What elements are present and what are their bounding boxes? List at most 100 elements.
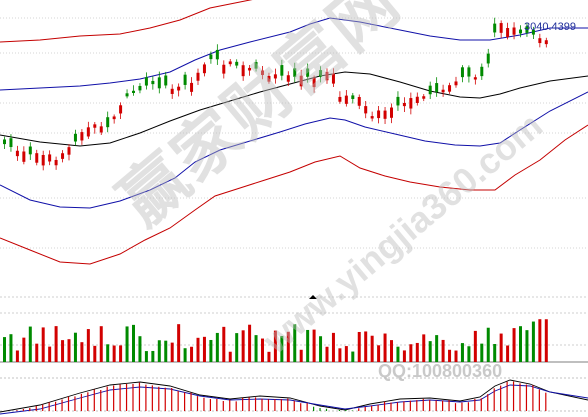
candle-body — [344, 95, 348, 104]
candle-body — [428, 85, 432, 95]
candle-body — [396, 96, 400, 106]
candle-body — [80, 132, 84, 141]
candle-body — [357, 97, 361, 106]
volume-bar — [486, 327, 490, 362]
volume-bar — [441, 339, 445, 362]
volume-bar — [93, 345, 97, 362]
candle-body — [306, 68, 310, 77]
candle-body — [538, 38, 542, 44]
macd-dif-line — [0, 379, 588, 413]
candle-body — [325, 72, 329, 81]
volume-bar — [428, 341, 432, 362]
candle-body — [228, 61, 232, 65]
volume-bar — [190, 346, 194, 362]
volume-bar — [228, 351, 232, 362]
volume-bar — [248, 324, 252, 362]
volume-bar — [106, 344, 110, 362]
candle-body — [177, 86, 181, 91]
candle-body — [86, 127, 90, 137]
candle-body — [61, 153, 65, 159]
volume-bar — [506, 345, 510, 362]
volume-bar — [41, 327, 45, 362]
candle-body — [106, 117, 110, 128]
candlestick-series — [3, 17, 548, 171]
volume-bar — [196, 337, 200, 362]
volume-bar — [383, 333, 387, 362]
candle-body — [196, 72, 200, 81]
volume-bar — [370, 335, 374, 362]
volume-bar — [132, 324, 135, 362]
chart-grid — [0, 17, 588, 412]
volume-bar — [415, 342, 419, 362]
outer-upper-band — [0, 0, 253, 43]
candle-body — [338, 96, 342, 102]
candle-body — [209, 54, 213, 60]
candle-body — [248, 67, 252, 71]
volume-bar — [402, 350, 406, 362]
volume-bar — [319, 336, 323, 362]
candle-body — [215, 49, 219, 60]
candle-body — [312, 77, 316, 88]
candle-body — [41, 154, 45, 166]
volume-bar — [409, 344, 413, 362]
volume-bar — [222, 326, 226, 362]
candle-body — [486, 53, 490, 64]
candle-body — [235, 61, 239, 66]
volume-bar — [261, 338, 264, 362]
candle-body — [390, 107, 393, 118]
candle-body — [132, 90, 135, 93]
volume-bar — [357, 331, 361, 362]
volume-bar — [364, 331, 368, 362]
volume-bar — [22, 337, 26, 362]
candle-body — [319, 70, 323, 77]
candle-body — [15, 150, 19, 157]
candle-body — [286, 75, 290, 82]
candle-body — [519, 29, 522, 34]
volume-bar — [325, 346, 329, 362]
candle-body — [499, 23, 503, 33]
candle-body — [454, 81, 458, 86]
candle-body — [48, 154, 52, 162]
volume-bar — [125, 326, 129, 362]
candle-body — [9, 138, 13, 148]
volume-bar — [28, 326, 32, 362]
volume-bar — [390, 340, 393, 362]
candle-body — [383, 110, 387, 119]
volume-bar — [170, 342, 174, 362]
candle-body — [377, 110, 381, 119]
candle-body — [67, 147, 71, 155]
candle-body — [202, 64, 206, 74]
candle-body — [3, 139, 6, 145]
volume-bar — [460, 343, 464, 362]
macd-dea-line — [0, 384, 588, 415]
volume-bar — [344, 346, 348, 362]
volume-bar — [538, 319, 542, 362]
volume-bar — [544, 319, 548, 362]
candle-body — [241, 65, 245, 77]
volume-bar — [9, 334, 13, 362]
candle-body — [280, 65, 284, 76]
candle-body — [473, 77, 477, 80]
candle-body — [364, 106, 368, 114]
candle-body — [506, 28, 510, 38]
candle-body — [460, 67, 464, 78]
candle-body — [28, 146, 32, 155]
volume-bar — [273, 330, 277, 362]
candle-body — [261, 70, 264, 76]
volume-bar — [499, 333, 503, 362]
candle-body — [531, 29, 535, 35]
candle-body — [22, 151, 26, 162]
candle-body — [415, 96, 419, 103]
volume-bar — [396, 346, 400, 362]
candle-body — [544, 40, 548, 45]
volume-bar — [267, 351, 271, 362]
volume-bar — [15, 350, 19, 362]
candle-body — [190, 82, 194, 92]
volume-bar — [454, 350, 458, 362]
candle-body — [525, 26, 529, 33]
candle-body — [293, 68, 297, 77]
volume-bar — [54, 326, 58, 362]
candle-body — [448, 85, 452, 92]
candle-body — [144, 77, 148, 86]
candle-body — [73, 133, 77, 142]
